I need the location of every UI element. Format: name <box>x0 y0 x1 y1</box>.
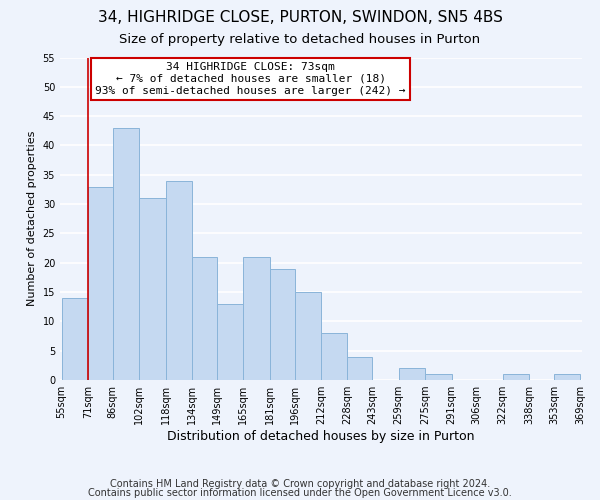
Text: Contains HM Land Registry data © Crown copyright and database right 2024.: Contains HM Land Registry data © Crown c… <box>110 479 490 489</box>
Bar <box>295 292 321 380</box>
Bar <box>554 374 580 380</box>
Text: 34 HIGHRIDGE CLOSE: 73sqm
← 7% of detached houses are smaller (18)
93% of semi-d: 34 HIGHRIDGE CLOSE: 73sqm ← 7% of detach… <box>95 62 406 96</box>
Y-axis label: Number of detached properties: Number of detached properties <box>27 131 37 306</box>
Bar <box>270 268 295 380</box>
Bar <box>139 198 166 380</box>
Bar <box>192 257 217 380</box>
Bar <box>62 298 88 380</box>
Text: Size of property relative to detached houses in Purton: Size of property relative to detached ho… <box>119 32 481 46</box>
Bar <box>398 368 425 380</box>
Bar <box>425 374 452 380</box>
Bar <box>244 257 270 380</box>
Bar <box>347 356 372 380</box>
Bar <box>217 304 244 380</box>
Bar <box>88 186 113 380</box>
Bar <box>503 374 529 380</box>
Text: Contains public sector information licensed under the Open Government Licence v3: Contains public sector information licen… <box>88 488 512 498</box>
Bar <box>321 333 347 380</box>
Bar <box>166 180 192 380</box>
X-axis label: Distribution of detached houses by size in Purton: Distribution of detached houses by size … <box>167 430 475 443</box>
Bar <box>113 128 139 380</box>
Text: 34, HIGHRIDGE CLOSE, PURTON, SWINDON, SN5 4BS: 34, HIGHRIDGE CLOSE, PURTON, SWINDON, SN… <box>98 10 502 25</box>
